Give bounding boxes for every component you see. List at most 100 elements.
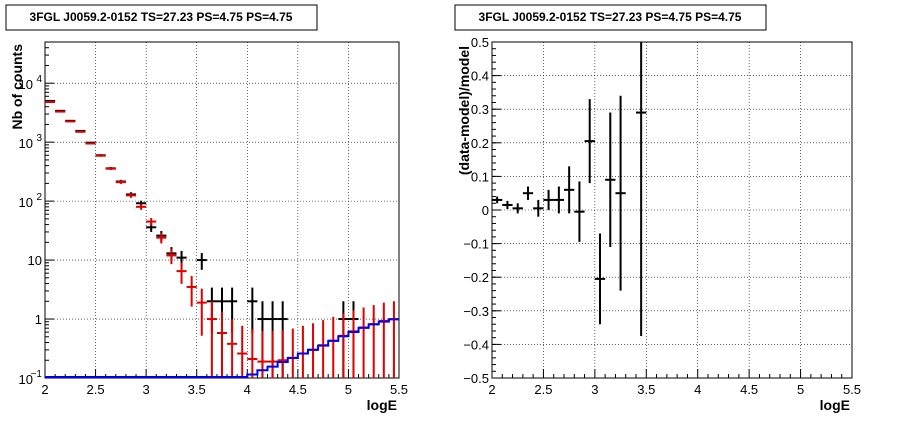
model-point [237, 325, 248, 378]
data-point [196, 253, 207, 270]
counts-ytick-base: 10 [19, 136, 33, 151]
residual-point [553, 186, 564, 214]
residual-point [615, 95, 626, 291]
model-point [388, 301, 399, 378]
residual-ytick-label: −0.3 [463, 304, 489, 319]
residual-point [492, 196, 503, 204]
residual-point [502, 200, 513, 209]
counts-xtick-label: 5.5 [390, 382, 408, 397]
model-point [328, 316, 339, 378]
model-point [297, 325, 308, 378]
model-point [146, 218, 157, 226]
model-point [287, 328, 298, 378]
counts-ticks [44, 41, 400, 379]
residual-point [574, 181, 585, 242]
model-point [267, 331, 278, 378]
residual-xtick-label: 5 [797, 382, 804, 397]
model-point [156, 232, 167, 244]
residual-xtick-label: 4.5 [740, 382, 758, 397]
model-point [318, 320, 329, 378]
counts-panel: 3FGL J0059.2-0152 TS=27.23 PS=4.75 PS=4.… [5, 4, 408, 413]
residual-point [543, 189, 554, 210]
model-point [125, 193, 137, 198]
counts-series-background-step [45, 318, 399, 378]
counts-ytick-base: 10 [19, 77, 33, 92]
model-point [85, 142, 96, 145]
residual-point [533, 199, 544, 217]
model-point [247, 329, 258, 378]
model-point [105, 167, 116, 171]
residual-grid [491, 41, 853, 379]
counts-ytick-label: 10 3 [19, 133, 43, 151]
residual-title: 3FGL J0059.2-0152 TS=27.23 PS=4.75 PS=4.… [479, 10, 742, 24]
counts-xtick-label: 4 [244, 382, 251, 397]
counts-ytick-base: 10 [19, 372, 33, 387]
residual-ytick-label: 0.3 [471, 102, 489, 117]
residual-point [636, 42, 647, 336]
model-point [136, 204, 147, 210]
model-point [338, 313, 349, 378]
residual-panel: 3FGL J0059.2-0152 TS=27.23 PS=4.75 PS=4.… [454, 4, 861, 413]
residual-ticks [491, 41, 853, 379]
model-point [115, 180, 126, 184]
counts-xlabel: logE [367, 397, 397, 413]
residual-ytick-label: −0.5 [463, 371, 489, 386]
residual-point [605, 112, 616, 247]
model-point [186, 276, 197, 307]
residual-xtick-label: 3.5 [637, 382, 655, 397]
model-point [75, 130, 86, 133]
residual-series [492, 42, 647, 336]
residual-point [584, 99, 595, 184]
model-point [176, 262, 187, 284]
residual-xlabel: logE [820, 397, 850, 413]
model-point [358, 307, 369, 378]
counts-ytick-exp: 2 [36, 192, 42, 203]
counts-xtick-label: 5 [345, 382, 352, 397]
counts-ytick-label: 10 2 [19, 192, 43, 210]
counts-ytick-label: 1 [35, 312, 42, 327]
counts-title-box: 3FGL J0059.2-0152 TS=27.23 PS=4.75 PS=4.… [5, 4, 318, 31]
residual-xtick-label: 2.5 [534, 382, 552, 397]
model-point [368, 305, 379, 378]
model-point [378, 302, 389, 378]
model-point [277, 330, 288, 378]
counts-ytick-exp: −1 [31, 369, 43, 380]
residual-ytick-label: 0.5 [471, 35, 489, 50]
model-point [216, 311, 228, 378]
residual-xtick-label: 4 [694, 382, 701, 397]
counts-ylabel: Nb of counts [9, 44, 25, 130]
model-point [45, 101, 56, 104]
residual-ytick-label: −0.2 [463, 270, 489, 285]
counts-ytick-label: 10 4 [19, 74, 43, 92]
residual-ytick-label: −0.1 [463, 237, 489, 252]
model-point [206, 301, 217, 378]
counts-xtick-label: 3.5 [188, 382, 206, 397]
residual-xtick-label: 3 [591, 382, 598, 397]
residual-ytick-label: 0 [482, 203, 489, 218]
residual-title-box: 3FGL J0059.2-0152 TS=27.23 PS=4.75 PS=4.… [454, 4, 767, 31]
model-point [95, 154, 106, 157]
counts-ytick-exp: 3 [36, 133, 42, 144]
counts-title: 3FGL J0059.2-0152 TS=27.23 PS=4.75 PS=4.… [30, 10, 293, 24]
residual-title-frame [454, 4, 767, 31]
model-point [65, 120, 76, 123]
model-point [55, 110, 66, 113]
residual-xtick-label: 5.5 [843, 382, 861, 397]
residual-point [522, 186, 534, 200]
residual-xtick-label: 2 [488, 382, 495, 397]
residual-ylabel: (data-model)/model [456, 46, 472, 175]
background-model-step [45, 318, 399, 378]
counts-title-frame [5, 4, 318, 31]
counts-ytick-label: 10 [28, 253, 42, 268]
counts-ytick-base: 10 [19, 195, 33, 210]
residual-ytick-label: 0.4 [471, 69, 489, 84]
model-point [348, 310, 359, 378]
counts-xtick-label: 2 [41, 382, 48, 397]
residual-point [512, 203, 523, 214]
counts-xtick-label: 2.5 [87, 382, 105, 397]
residual-ytick-label: 0.1 [471, 169, 489, 184]
residual-ytick-label: −0.4 [463, 337, 489, 352]
model-point [196, 288, 207, 336]
counts-xtick-label: 4.5 [289, 382, 307, 397]
